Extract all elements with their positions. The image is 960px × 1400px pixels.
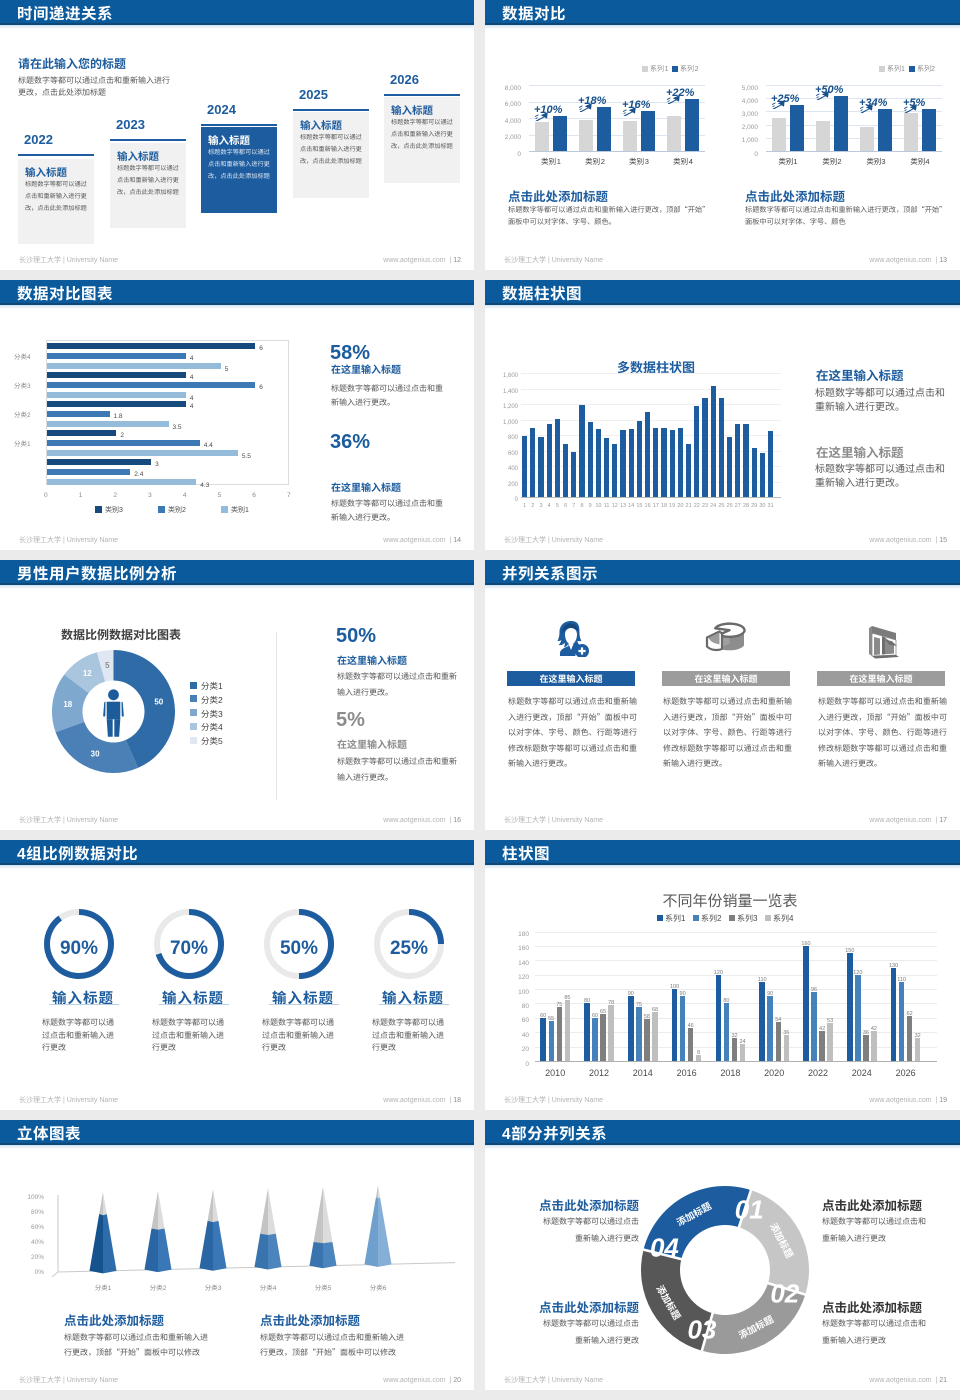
svg-text:20%: 20% [31, 1254, 44, 1261]
svg-text:100%: 100% [27, 1194, 44, 1201]
svg-text:50: 50 [154, 698, 163, 707]
svg-text:04: 04 [650, 1232, 679, 1262]
svg-text:5: 5 [105, 661, 110, 670]
svg-text:12: 12 [83, 669, 92, 678]
svg-text:60%: 60% [31, 1224, 44, 1231]
svg-text:0%: 0% [35, 1269, 45, 1276]
svg-text:30: 30 [91, 749, 100, 758]
svg-text:80%: 80% [31, 1209, 44, 1216]
svg-text:01: 01 [735, 1195, 764, 1225]
svg-text:02: 02 [770, 1279, 799, 1309]
svg-text:03: 03 [687, 1315, 716, 1345]
svg-text:40%: 40% [31, 1239, 44, 1246]
svg-text:18: 18 [63, 700, 72, 709]
